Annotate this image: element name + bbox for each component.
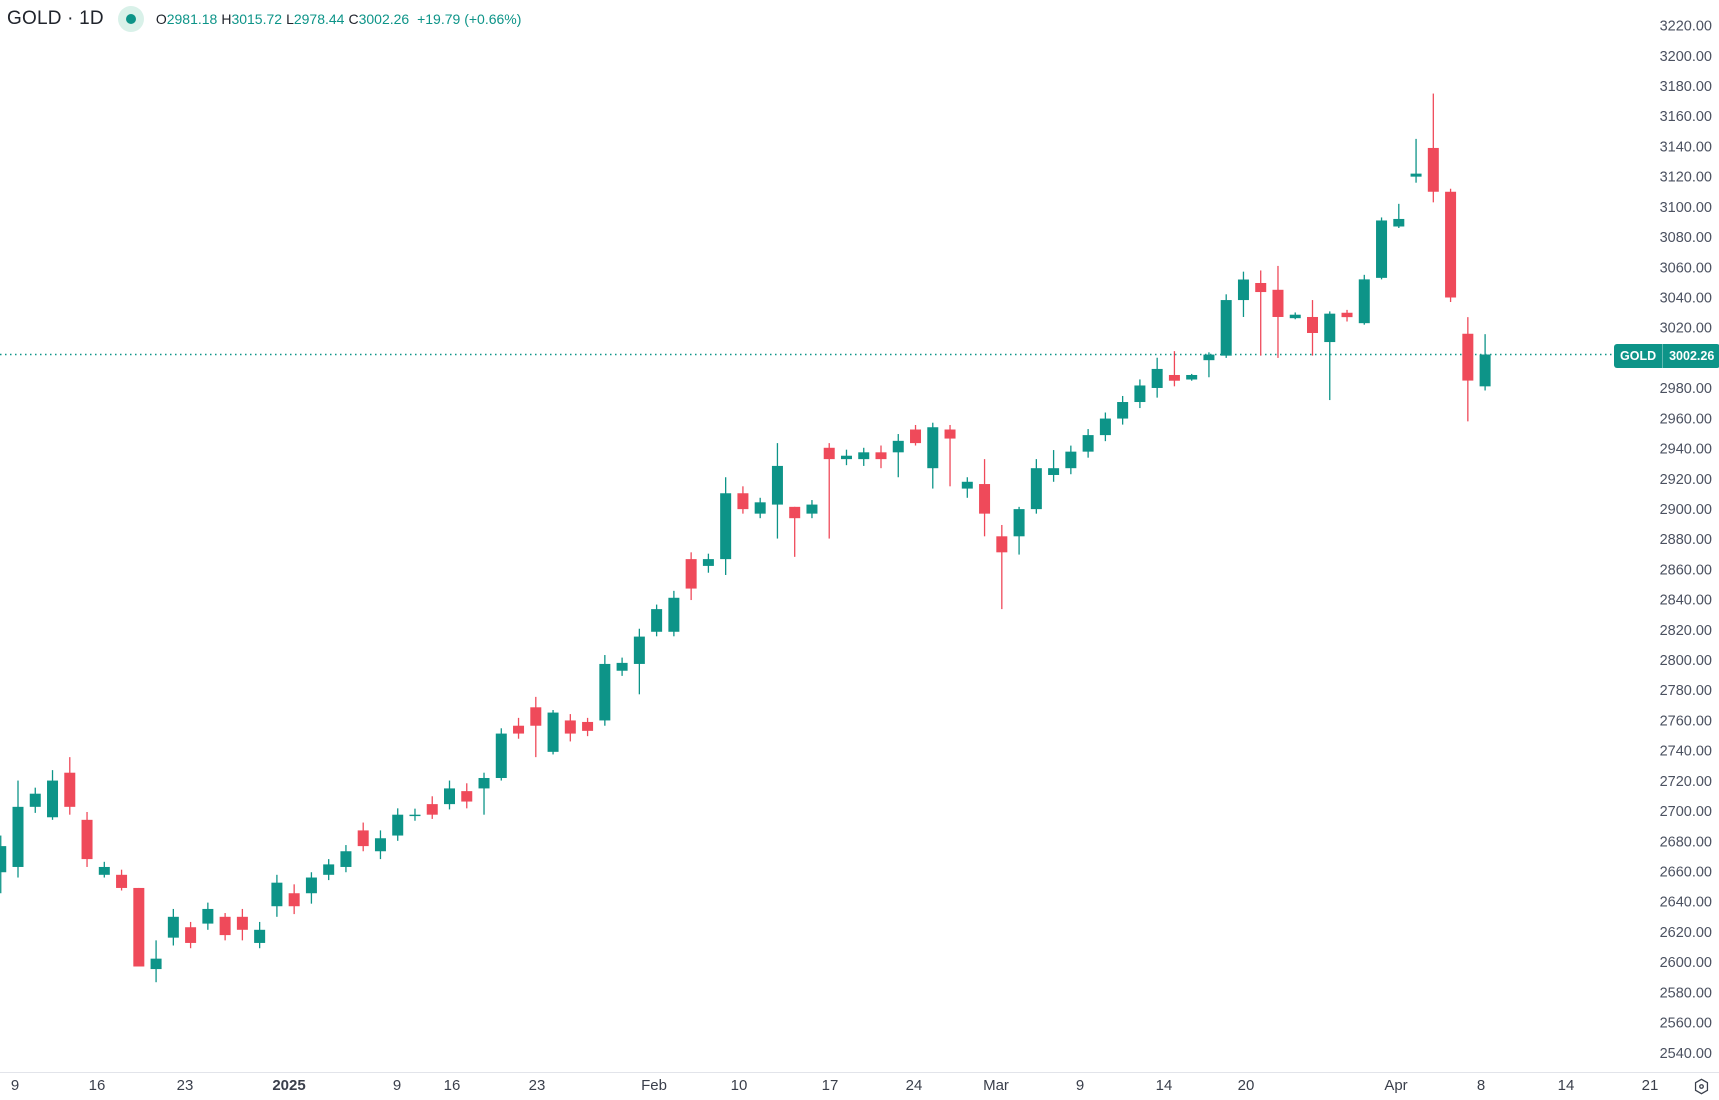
svg-text:2580.00: 2580.00 — [1660, 985, 1712, 1001]
svg-text:23: 23 — [177, 1077, 194, 1094]
svg-text:2600.00: 2600.00 — [1660, 955, 1712, 971]
svg-text:16: 16 — [89, 1077, 106, 1094]
svg-text:2025: 2025 — [272, 1077, 305, 1094]
svg-text:3140.00: 3140.00 — [1660, 139, 1712, 155]
svg-text:3040.00: 3040.00 — [1660, 290, 1712, 306]
svg-text:14: 14 — [1558, 1077, 1575, 1094]
svg-text:2980.00: 2980.00 — [1660, 381, 1712, 397]
svg-text:10: 10 — [731, 1077, 748, 1094]
svg-text:2820.00: 2820.00 — [1660, 623, 1712, 639]
svg-text:3200.00: 3200.00 — [1660, 49, 1712, 65]
svg-text:9: 9 — [1076, 1077, 1084, 1094]
svg-text:16: 16 — [444, 1077, 461, 1094]
svg-text:24: 24 — [906, 1077, 923, 1094]
svg-text:2840.00: 2840.00 — [1660, 593, 1712, 609]
svg-text:20: 20 — [1238, 1077, 1255, 1094]
svg-text:2660.00: 2660.00 — [1660, 864, 1712, 880]
svg-text:2560.00: 2560.00 — [1660, 1016, 1712, 1032]
svg-text:2920.00: 2920.00 — [1660, 472, 1712, 488]
svg-text:2620.00: 2620.00 — [1660, 925, 1712, 941]
svg-text:2780.00: 2780.00 — [1660, 683, 1712, 699]
svg-text:2940.00: 2940.00 — [1660, 442, 1712, 458]
svg-text:8: 8 — [1477, 1077, 1485, 1094]
svg-text:3160.00: 3160.00 — [1660, 109, 1712, 125]
svg-text:2760.00: 2760.00 — [1660, 713, 1712, 729]
svg-text:3180.00: 3180.00 — [1660, 79, 1712, 95]
svg-text:2740.00: 2740.00 — [1660, 744, 1712, 760]
svg-text:2880.00: 2880.00 — [1660, 532, 1712, 548]
svg-text:17: 17 — [822, 1077, 839, 1094]
svg-text:3100.00: 3100.00 — [1660, 200, 1712, 216]
svg-text:21: 21 — [1642, 1077, 1659, 1094]
svg-text:23: 23 — [529, 1077, 546, 1094]
svg-text:9: 9 — [393, 1077, 401, 1094]
svg-text:2720.00: 2720.00 — [1660, 774, 1712, 790]
svg-text:3080.00: 3080.00 — [1660, 230, 1712, 246]
svg-text:3020.00: 3020.00 — [1660, 321, 1712, 337]
svg-text:3060.00: 3060.00 — [1660, 260, 1712, 276]
svg-text:2680.00: 2680.00 — [1660, 834, 1712, 850]
svg-text:2640.00: 2640.00 — [1660, 895, 1712, 911]
svg-text:2960.00: 2960.00 — [1660, 411, 1712, 427]
svg-text:9: 9 — [11, 1077, 19, 1094]
svg-text:Feb: Feb — [641, 1077, 667, 1094]
svg-text:2700.00: 2700.00 — [1660, 804, 1712, 820]
svg-text:3120.00: 3120.00 — [1660, 170, 1712, 186]
svg-text:2900.00: 2900.00 — [1660, 502, 1712, 518]
svg-text:2540.00: 2540.00 — [1660, 1046, 1712, 1062]
svg-text:2860.00: 2860.00 — [1660, 562, 1712, 578]
svg-text:3220.00: 3220.00 — [1660, 19, 1712, 35]
svg-text:14: 14 — [1156, 1077, 1173, 1094]
svg-text:Apr: Apr — [1384, 1077, 1407, 1094]
svg-text:Mar: Mar — [983, 1077, 1009, 1094]
svg-text:2800.00: 2800.00 — [1660, 653, 1712, 669]
